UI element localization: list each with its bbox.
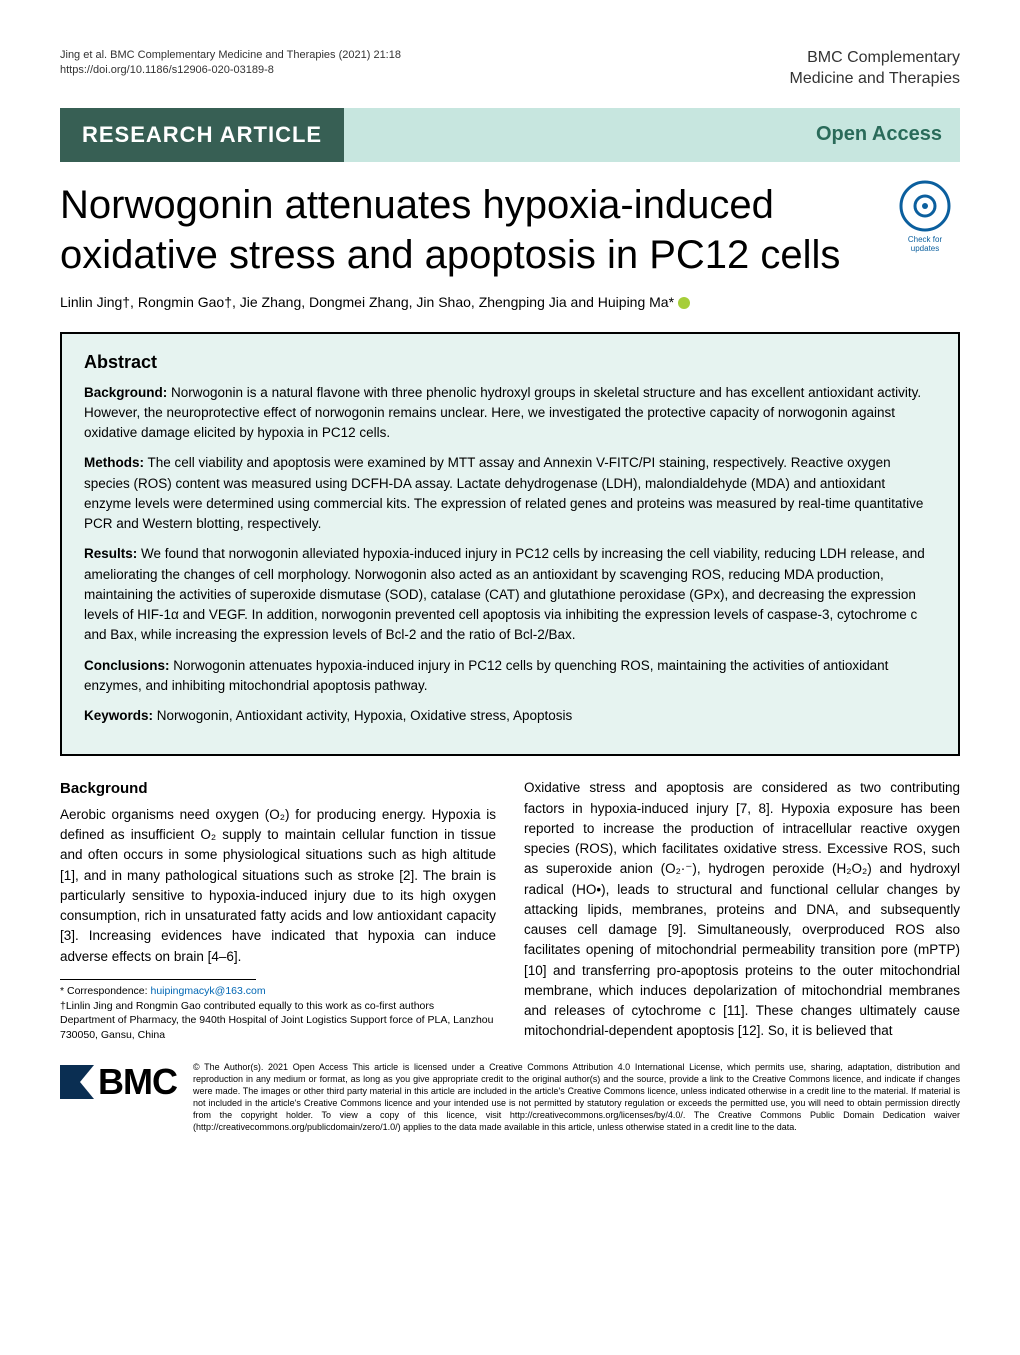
footnote-rule [60,979,256,980]
correspondence-line: * Correspondence: huipingmacyk@163.com [60,984,496,999]
footnotes: * Correspondence: huipingmacyk@163.com †… [60,984,496,1043]
right-column-text: Oxidative stress and apoptosis are consi… [524,778,960,1041]
crossmark-line2: updates [911,244,939,253]
abstract-results-text: We found that norwogonin alleviated hypo… [84,546,925,642]
crossmark-line1: Check for [908,235,942,244]
running-header: Jing et al. BMC Complementary Medicine a… [60,48,960,90]
body-columns: Background Aerobic organisms need oxygen… [60,778,960,1042]
abstract-heading: Abstract [84,352,936,373]
abstract-methods-label: Methods: [84,455,144,470]
license-row: BMC © The Author(s). 2021 Open Access Th… [60,1061,960,1134]
doi: https://doi.org/10.1186/s12906-020-03189… [60,63,401,78]
right-column: Oxidative stress and apoptosis are consi… [524,778,960,1042]
abstract-keywords: Keywords: Norwogonin, Antioxidant activi… [84,706,936,726]
bmc-logo-text: BMC [98,1061,177,1103]
article-title: Norwogonin attenuates hypoxia-induced ox… [60,180,876,280]
affiliation-note: Department of Pharmacy, the 940th Hospit… [60,1013,496,1042]
abstract-results-label: Results: [84,546,137,561]
open-access-label: Open Access [816,123,960,146]
abstract-methods: Methods: The cell viability and apoptosi… [84,453,936,534]
journal-line2: Medicine and Therapies [790,69,960,90]
keywords-label: Keywords: [84,708,153,723]
abstract-conclusions-label: Conclusions: [84,658,170,673]
article-type-band: RESEARCH ARTICLE Open Access [60,108,960,162]
citation-block: Jing et al. BMC Complementary Medicine a… [60,48,401,79]
abstract-box: Abstract Background: Norwogonin is a nat… [60,332,960,757]
title-row: Norwogonin attenuates hypoxia-induced ox… [60,180,960,280]
crossmark-badge[interactable]: Check for updates [890,180,960,254]
keywords-text: Norwogonin, Antioxidant activity, Hypoxi… [153,708,572,723]
cofirst-note: †Linlin Jing and Rongmin Gao contributed… [60,999,496,1014]
correspondence-label: * Correspondence: [60,985,150,997]
article-type-label: RESEARCH ARTICLE [60,108,344,162]
crossmark-icon [899,180,951,232]
background-heading: Background [60,778,496,801]
abstract-conclusions-text: Norwogonin attenuates hypoxia-induced in… [84,658,888,693]
correspondence-email[interactable]: huipingmacyk@163.com [150,985,265,997]
bmc-logo-mark [60,1065,94,1099]
left-column-text: Aerobic organisms need oxygen (O₂) for p… [60,805,496,967]
abstract-background-label: Background: [84,385,167,400]
journal-name: BMC Complementary Medicine and Therapies [790,48,960,90]
left-column: Background Aerobic organisms need oxygen… [60,778,496,1042]
abstract-conclusions: Conclusions: Norwogonin attenuates hypox… [84,656,936,697]
abstract-results: Results: We found that norwogonin allevi… [84,544,936,645]
abstract-background-text: Norwogonin is a natural flavone with thr… [84,385,921,441]
authors-text: Linlin Jing†, Rongmin Gao†, Jie Zhang, D… [60,294,674,310]
crossmark-text: Check for updates [890,235,960,254]
journal-line1: BMC Complementary [790,48,960,69]
citation: Jing et al. BMC Complementary Medicine a… [60,48,401,63]
license-text: © The Author(s). 2021 Open Access This a… [193,1061,960,1134]
bmc-logo: BMC [60,1061,177,1103]
abstract-methods-text: The cell viability and apoptosis were ex… [84,455,923,531]
abstract-background: Background: Norwogonin is a natural flav… [84,383,936,444]
author-list: Linlin Jing†, Rongmin Gao†, Jie Zhang, D… [60,294,960,310]
orcid-icon[interactable] [678,297,690,309]
